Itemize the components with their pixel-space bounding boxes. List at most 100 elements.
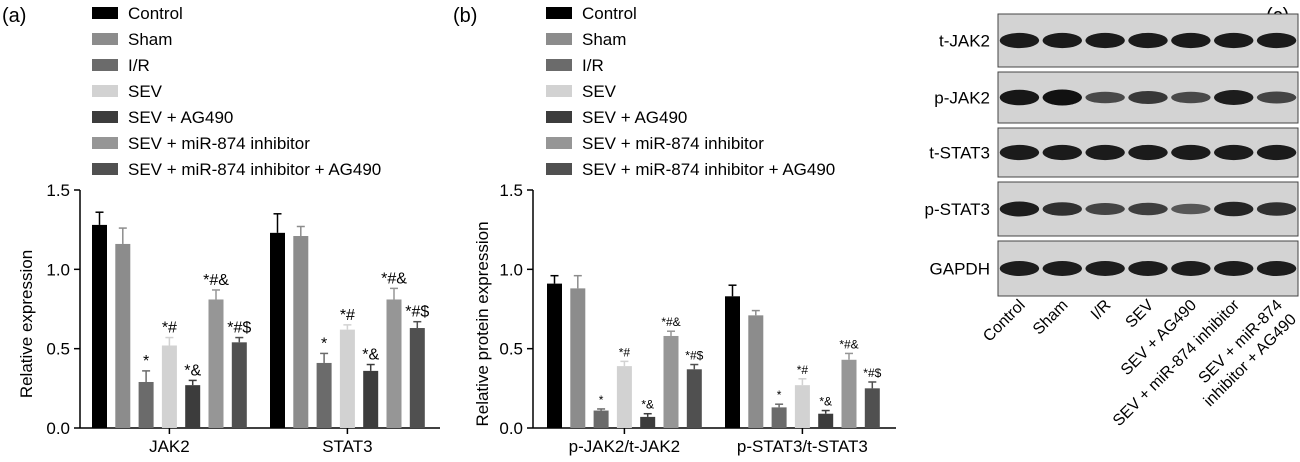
blot-band bbox=[1085, 144, 1125, 161]
chart-b: Control Sham I/R SEV SEV + AG490 SEV + miR-87… bbox=[473, 4, 896, 456]
chart-b-bar bbox=[725, 296, 740, 428]
blot-band bbox=[1214, 144, 1254, 161]
chart-b-significance-label: *# bbox=[797, 363, 809, 377]
chart-b-y-tick-label: 1.0 bbox=[499, 260, 523, 279]
blot-band bbox=[999, 144, 1040, 161]
panel-label-b: (b) bbox=[453, 5, 477, 27]
chart-b-y-tick-label: 1.5 bbox=[499, 181, 523, 200]
chart-b-legend-swatch bbox=[546, 137, 572, 149]
chart-b-bar bbox=[794, 385, 810, 428]
chart-a-bar bbox=[270, 232, 285, 428]
chart-a-y-axis-label: Relative expression bbox=[17, 250, 36, 398]
chart-b-significance-label: *#$ bbox=[685, 349, 703, 363]
blot-lane-label: SEV + miR-874inhibitor + AG490 bbox=[1187, 297, 1300, 410]
chart-a-legend-swatch bbox=[92, 7, 118, 19]
chart-b-significance-label: *#$ bbox=[863, 366, 881, 380]
blot-band bbox=[1256, 261, 1297, 276]
blot-band bbox=[1171, 203, 1211, 215]
chart-a-legend-swatch bbox=[92, 137, 118, 149]
blot-band bbox=[1128, 91, 1168, 104]
chart-b-y-tick-label: 0.0 bbox=[499, 419, 523, 438]
blot-band bbox=[1085, 261, 1125, 276]
blot-band bbox=[1128, 144, 1168, 161]
chart-b-legend-label: I/R bbox=[582, 56, 604, 75]
chart-a-bar bbox=[92, 224, 107, 428]
chart-b-significance-label: * bbox=[599, 393, 604, 407]
chart-b-y-axis-label: Relative protein expression bbox=[473, 221, 492, 426]
chart-a-legend-label: Control bbox=[128, 4, 183, 23]
chart-b-significance-label: *& bbox=[641, 398, 654, 412]
chart-b-legend-label: Control bbox=[582, 4, 637, 23]
chart-b-bar bbox=[686, 369, 702, 428]
chart-a-legend-label: SEV + AG490 bbox=[128, 108, 233, 127]
blot-band bbox=[1085, 32, 1125, 49]
chart-a-significance-label: *#& bbox=[381, 270, 407, 287]
chart-b-bar bbox=[818, 413, 834, 428]
chart-a-legend-swatch bbox=[92, 85, 118, 97]
blot-lane-label: Control bbox=[980, 297, 1028, 345]
chart-b-bar bbox=[616, 366, 632, 428]
blot-band bbox=[1085, 203, 1125, 215]
chart-b-legend-label: SEV + miR-874 inhibitor bbox=[582, 134, 764, 153]
chart-a-bar bbox=[185, 385, 201, 428]
chart-a-significance-label: *#$ bbox=[227, 320, 251, 337]
chart-b-legend-label: Sham bbox=[582, 30, 626, 49]
chart-a-bar bbox=[293, 236, 309, 428]
chart-a-x-tick-label: STAT3 bbox=[322, 437, 372, 456]
chart-b-y-tick-label: 0.5 bbox=[499, 340, 523, 359]
chart-a-bar bbox=[386, 299, 402, 428]
chart-a-legend-label: Sham bbox=[128, 30, 172, 49]
chart-b-bar bbox=[748, 315, 764, 428]
blot-row-label: p-STAT3 bbox=[925, 200, 991, 219]
chart-a-bar bbox=[363, 370, 379, 428]
chart-b-x-tick-label: p-JAK2/t-JAK2 bbox=[569, 437, 681, 456]
chart-a-significance-label: *#$ bbox=[405, 304, 429, 321]
chart-b-bar bbox=[593, 410, 609, 428]
chart-b-legend-swatch bbox=[546, 111, 572, 123]
chart-a-bar bbox=[409, 328, 425, 428]
chart-a-legend-label: SEV + miR-874 inhibitor + AG490 bbox=[128, 160, 381, 179]
blot-band bbox=[1256, 91, 1297, 104]
chart-a-legend-swatch bbox=[92, 59, 118, 71]
chart-a-significance-label: *# bbox=[162, 320, 177, 337]
chart-a-bar bbox=[339, 329, 355, 428]
blot-band bbox=[1042, 89, 1083, 106]
blot-row-label: t-JAK2 bbox=[939, 32, 990, 51]
chart-a-bar bbox=[161, 345, 177, 428]
chart-a-significance-label: * bbox=[321, 335, 327, 352]
blot-band bbox=[1042, 144, 1083, 161]
chart-a-legend-label: SEV + miR-874 inhibitor bbox=[128, 134, 310, 153]
chart-b-legend-label: SEV + miR-874 inhibitor + AG490 bbox=[582, 160, 835, 179]
blot-band bbox=[999, 261, 1040, 276]
chart-a-legend-swatch bbox=[92, 33, 118, 45]
blot-lane-label: I/R bbox=[1088, 297, 1114, 323]
chart-a-y-tick-label: 0.5 bbox=[46, 340, 70, 359]
chart-b-significance-label: *& bbox=[819, 395, 832, 409]
blot-band bbox=[1171, 32, 1211, 49]
blot-band bbox=[1171, 261, 1211, 276]
blot-band bbox=[1042, 202, 1083, 216]
chart-b-legend-label: SEV bbox=[582, 82, 617, 101]
blot-lane-label: SEV bbox=[1123, 297, 1158, 332]
chart-b-legend-swatch bbox=[546, 33, 572, 45]
blot-lane-label: SEV + AG490 bbox=[1118, 297, 1200, 379]
chart-a-bar bbox=[208, 299, 224, 428]
blot-band bbox=[1171, 91, 1211, 104]
chart-a-bar bbox=[138, 381, 154, 428]
western-blot: t-JAK2 p-JAK2 t-STAT3 p-STAT3 GAPDH Control Sh… bbox=[925, 13, 1300, 430]
chart-b-significance-label: *# bbox=[619, 345, 631, 359]
chart-a-x-tick-label: JAK2 bbox=[149, 437, 190, 456]
blot-band bbox=[999, 32, 1040, 49]
blot-lane-label: Sham bbox=[1030, 297, 1072, 339]
chart-b-legend-swatch bbox=[546, 163, 572, 175]
blot-band bbox=[1042, 261, 1083, 276]
chart-b-legend-swatch bbox=[546, 85, 572, 97]
chart-b-legend-label: SEV + AG490 bbox=[582, 108, 687, 127]
chart-b-legend-swatch bbox=[546, 59, 572, 71]
chart-a-legend-swatch bbox=[92, 111, 118, 123]
blot-band bbox=[1128, 202, 1168, 216]
blot-band bbox=[1256, 202, 1297, 216]
chart-b-significance-label: *#& bbox=[661, 315, 680, 329]
blot-band bbox=[1256, 32, 1297, 49]
